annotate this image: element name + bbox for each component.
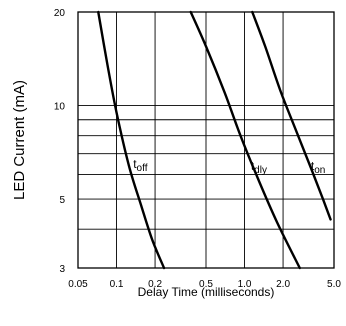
y-tick-label: 3 bbox=[59, 264, 65, 275]
x-tick-label: 2.0 bbox=[276, 279, 290, 290]
x-tick-label: 0.5 bbox=[199, 279, 213, 290]
grid-lines bbox=[78, 12, 334, 268]
x-tick-label: 5.0 bbox=[327, 279, 341, 290]
series-curves bbox=[97, 10, 332, 270]
x-tick-label: 1.0 bbox=[238, 279, 252, 290]
x-axis-title: Delay Time (milliseconds) bbox=[138, 285, 275, 299]
series-line-tdly bbox=[189, 10, 301, 270]
series-label-toff: toff bbox=[133, 157, 148, 174]
y-axis-title: LED Current (mA) bbox=[11, 80, 28, 200]
plot-frame bbox=[77, 11, 335, 269]
x-tick-label: 0.05 bbox=[68, 279, 88, 290]
series-labels: toff tdly ton bbox=[133, 157, 325, 176]
x-tick-label: 0.2 bbox=[148, 279, 162, 290]
x-tick-label: 0.1 bbox=[110, 279, 124, 290]
y-tick-label: 20 bbox=[54, 8, 66, 19]
series-line-ton bbox=[251, 10, 332, 221]
y-tick-label: 5 bbox=[59, 195, 65, 206]
series-label-ton: ton bbox=[311, 159, 325, 176]
y-tick-label: 10 bbox=[54, 102, 66, 113]
series-label-tdly: tdly bbox=[251, 159, 267, 176]
series-line-toff bbox=[97, 10, 166, 270]
tick-labels: 0.05 0.1 0.2 0.5 1.0 2.0 5.0 3 5 10 20 bbox=[54, 8, 342, 290]
